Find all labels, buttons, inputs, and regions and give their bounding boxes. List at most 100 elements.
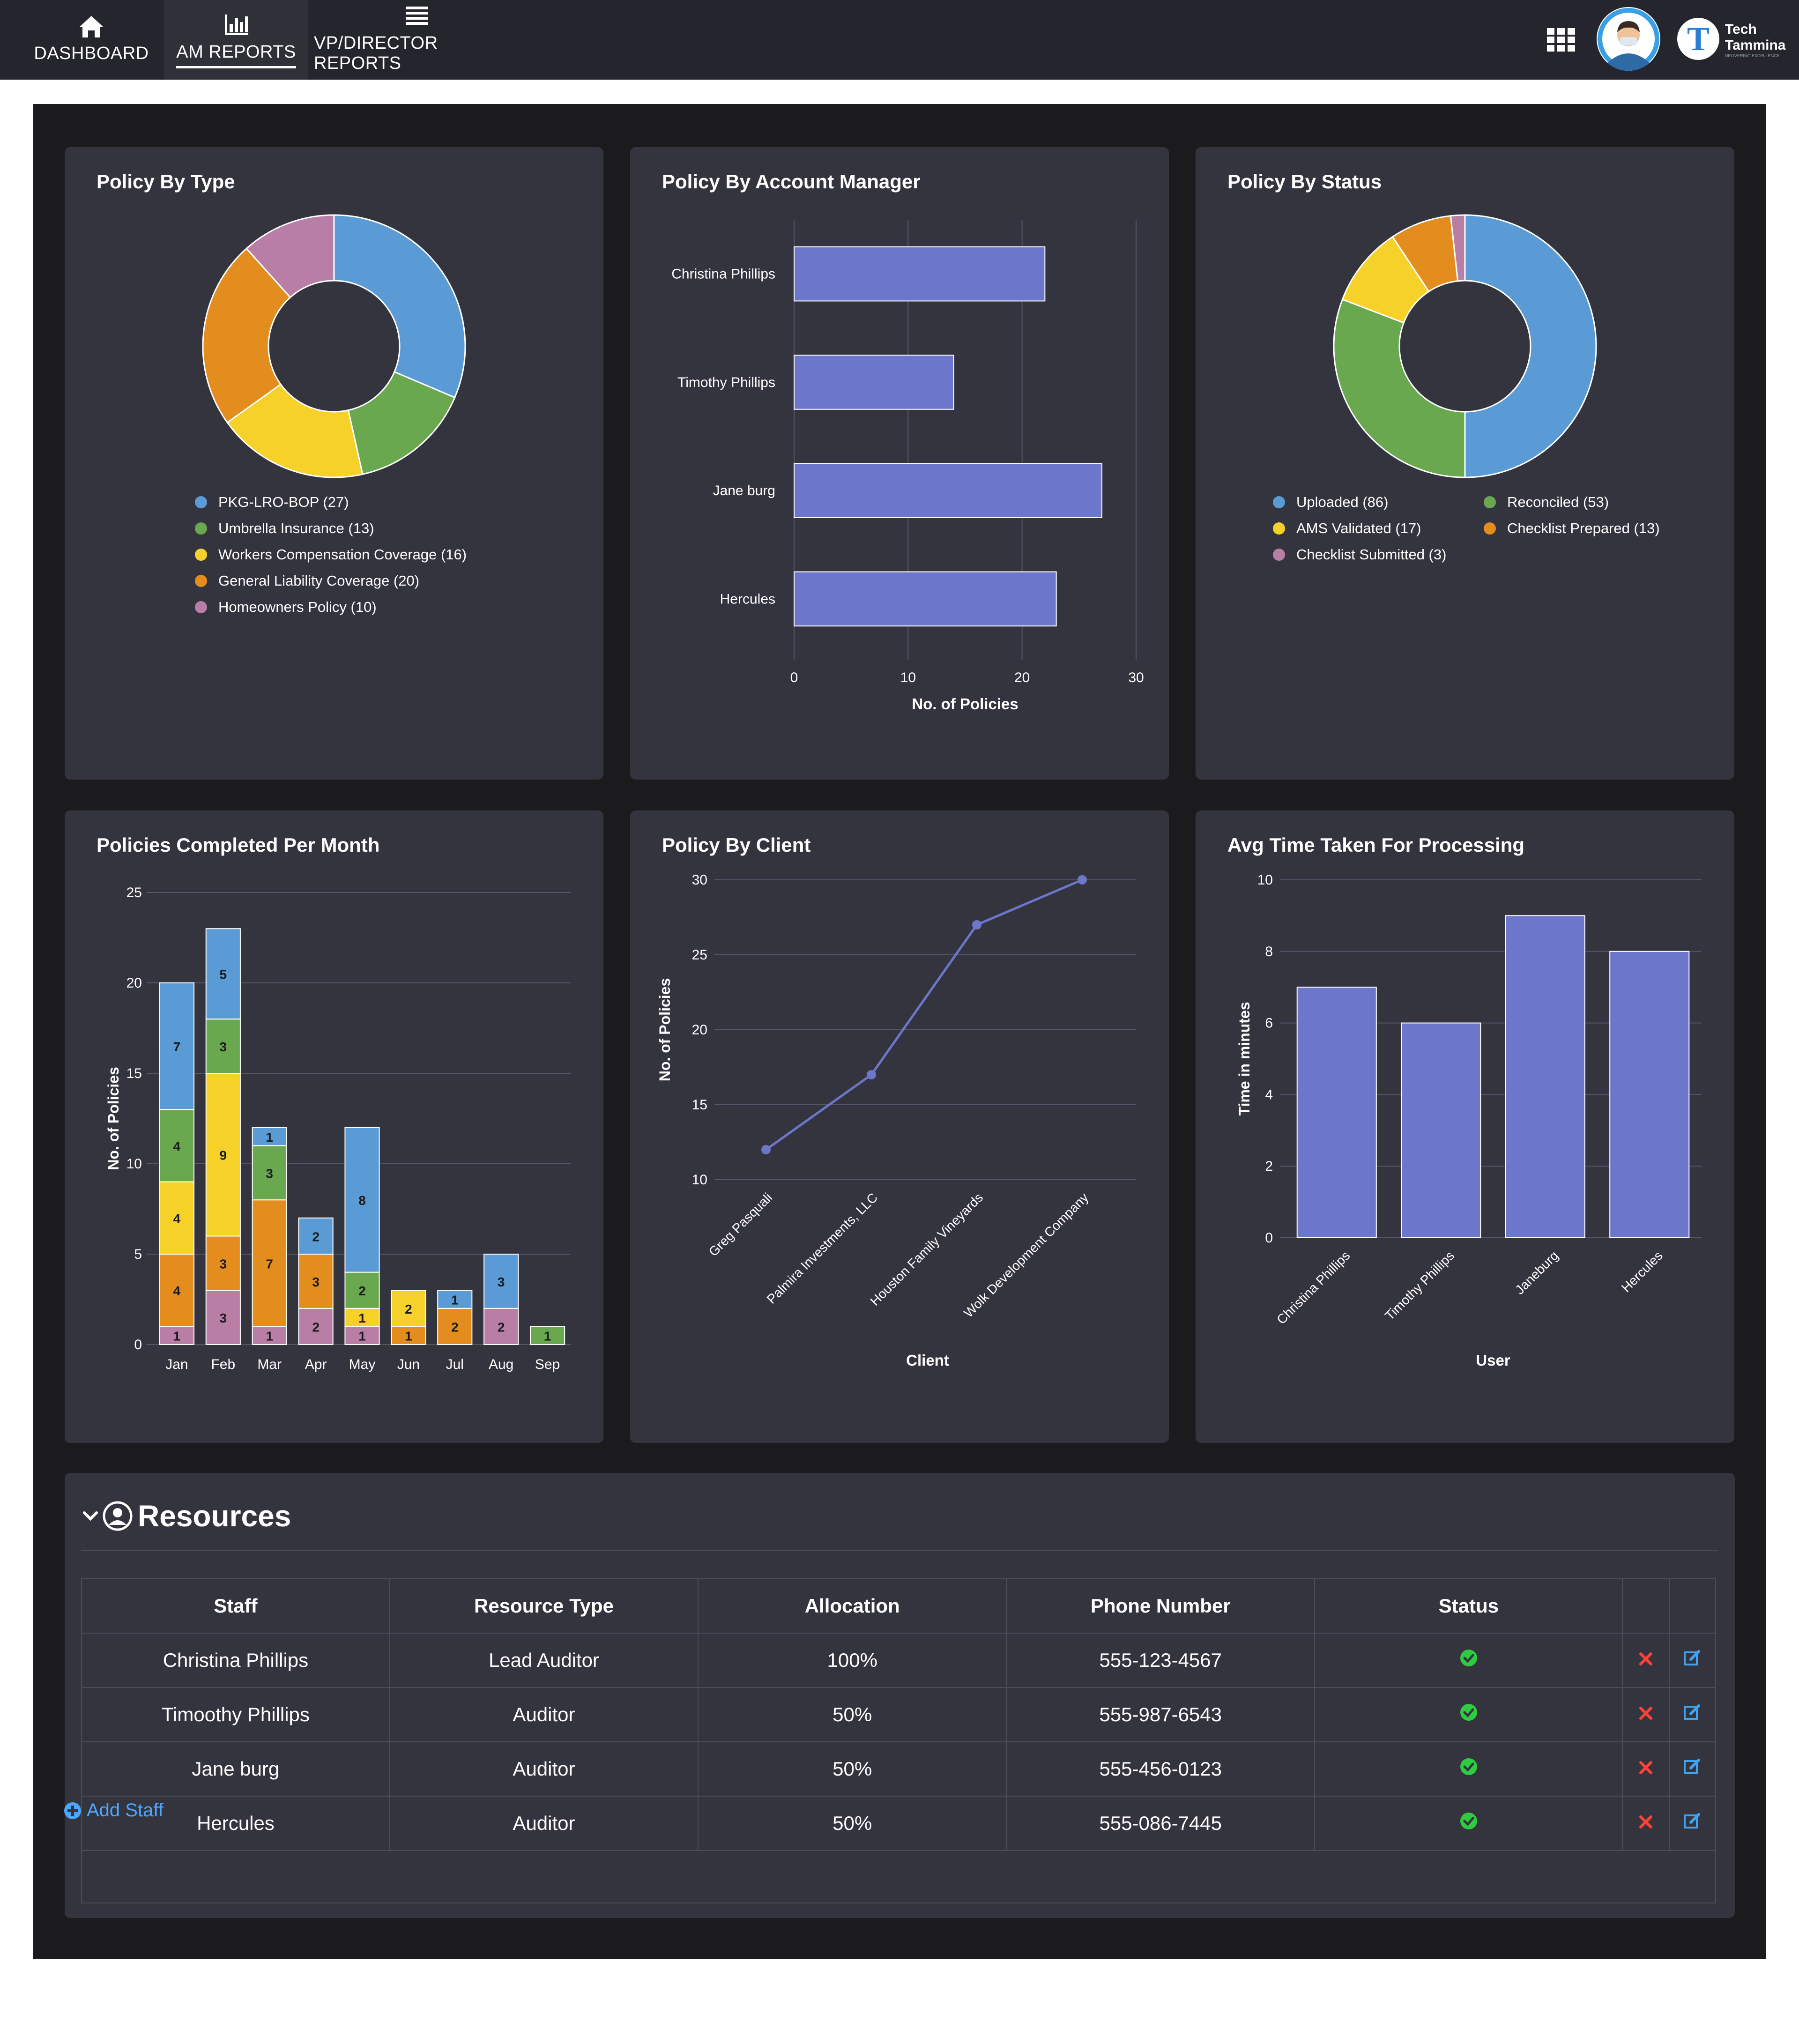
stack-segment <box>529 1326 565 1345</box>
card-title: Policy By Type <box>97 171 235 193</box>
cell-allocation: 50% <box>698 1741 1007 1797</box>
col-resource-type: Resource Type <box>389 1578 699 1634</box>
edit-icon[interactable] <box>1683 1812 1701 1830</box>
add-staff-button[interactable]: Add Staff <box>63 1800 164 1821</box>
segment-value-label: 8 <box>358 1193 366 1208</box>
y-category-label: Timothy Phillips <box>677 375 775 390</box>
segment-value-label: 1 <box>358 1311 366 1325</box>
y-category-label: Hercules <box>720 591 775 607</box>
delete-x-icon[interactable] <box>1638 1760 1654 1776</box>
col-staff: Staff <box>81 1578 390 1634</box>
nav-dashboard[interactable]: DASHBOARD <box>23 0 159 80</box>
resources-header[interactable]: Resources <box>79 1499 291 1533</box>
policy-status-legend-item[interactable]: Reconciled (53) <box>1484 489 1695 515</box>
apps-grid-icon[interactable] <box>1546 27 1576 52</box>
stack-segment <box>252 1326 287 1345</box>
policy-status-legend-item[interactable]: Checklist Submitted (3) <box>1273 542 1484 568</box>
completed-per-month-stacked-bar: 0 5 10 15 20 25 1 4 4 4 7 Jan 3 3 9 3 5 Feb 1 7 3 1 Mar 2 3 2 Apr 1… <box>105 885 571 1372</box>
cell-edit <box>1668 1796 1717 1851</box>
legend-label: Workers Compensation Coverage (16) <box>218 546 467 563</box>
policy-type-legend-item[interactable]: Umbrella Insurance (13) <box>195 515 467 542</box>
brand-logo: T Tech Tammina DELIVERING EXCELLENCE <box>1677 18 1790 65</box>
segment-value-label: 9 <box>220 1148 227 1163</box>
segment-value-label: 2 <box>405 1302 412 1316</box>
legend-swatch <box>1273 496 1285 508</box>
segment-value-label: 3 <box>498 1275 505 1289</box>
legend-label: Umbrella Insurance (13) <box>218 520 374 536</box>
donut-slice-4 <box>245 214 335 298</box>
col-edit <box>1668 1578 1717 1634</box>
segment-value-label: 3 <box>220 1040 227 1054</box>
cell-status <box>1314 1796 1623 1851</box>
user-avatar[interactable] <box>1597 7 1660 71</box>
x-tick-label: Wolk Development Company <box>961 1190 1091 1320</box>
top-nav: DASHBOARD AM REPORTS VP/DIRECTOR REPORTS <box>0 0 1799 80</box>
policy-type-legend-item[interactable]: General Liability Coverage (20) <box>195 568 467 594</box>
y-tick-label: 4 <box>1265 1087 1273 1102</box>
segment-value-label: 1 <box>358 1329 366 1344</box>
stack-segment <box>159 1254 195 1327</box>
edit-icon[interactable] <box>1683 1649 1701 1667</box>
cell-allocation: 50% <box>698 1687 1007 1742</box>
legend-label: Checklist Prepared (13) <box>1507 520 1660 536</box>
x-tick-label: May <box>349 1357 376 1372</box>
bar-2 <box>1505 915 1585 1238</box>
check-circle-icon <box>1459 1757 1478 1776</box>
policy-by-am-bar-chart: 0 10 20 30 Christina Phillips Timothy Phillip… <box>671 220 1144 713</box>
stack-segment <box>205 1018 241 1074</box>
cell-staff: Timoothy Phillips <box>81 1687 390 1742</box>
bar-1 <box>794 355 954 410</box>
y-tick-label: 8 <box>1265 944 1273 959</box>
resources-table-body: Christina Phillips Lead Auditor 100% 555-12… <box>81 1633 1717 1851</box>
card-title: Policies Completed Per Month <box>97 834 380 856</box>
segment-value-label: 2 <box>358 1284 366 1298</box>
add-staff-label: Add Staff <box>87 1800 164 1821</box>
brand-name-line1: Tech <box>1725 22 1757 37</box>
cell-resource-type: Auditor <box>389 1796 699 1851</box>
policy-status-legend-item[interactable]: Checklist Prepared (13) <box>1484 515 1695 542</box>
series-line <box>765 878 1083 1151</box>
legend-label: AMS Validated (17) <box>1296 520 1421 536</box>
y-tick-label: 10 <box>1257 872 1273 888</box>
legend-swatch <box>1273 522 1285 535</box>
data-point-3 <box>1078 875 1087 884</box>
y-tick-label: 25 <box>126 885 142 900</box>
nav-am-reports[interactable]: AM REPORTS <box>164 0 308 80</box>
stack-segment <box>205 1235 241 1291</box>
policy-type-legend-item[interactable]: Workers Compensation Coverage (16) <box>195 542 467 568</box>
stack-segment <box>159 1109 195 1182</box>
nav-dashboard-label: DASHBOARD <box>34 43 149 63</box>
y-tick-label: 0 <box>134 1337 142 1353</box>
delete-x-icon[interactable] <box>1638 1814 1654 1830</box>
stack-segment <box>252 1199 287 1327</box>
policy-status-legend-item[interactable]: Uploaded (86) <box>1273 489 1484 515</box>
nav-vp-director-reports-label: VP/DIRECTOR REPORTS <box>314 33 438 73</box>
nav-vp-director-reports[interactable]: VP/DIRECTOR REPORTS <box>314 0 520 80</box>
policy-type-legend-item[interactable]: PKG-LRO-BOP (27) <box>195 489 467 515</box>
legend-label: Uploaded (86) <box>1296 494 1389 510</box>
chevron-down-icon[interactable] <box>79 1504 102 1528</box>
cell-phone: 555-456-0123 <box>1006 1741 1316 1797</box>
legend-swatch <box>195 522 207 535</box>
card-avg-time-processing: Avg Time Taken For Processing 0 2 4 6 8 10 Chr… <box>1196 810 1734 1443</box>
brand-logo-circle <box>1677 18 1719 60</box>
stack-segment <box>205 1073 241 1237</box>
y-tick-label: 25 <box>692 947 707 963</box>
policy-status-legend-item[interactable]: AMS Validated (17) <box>1273 515 1484 542</box>
x-tick-label: Jan <box>165 1357 188 1372</box>
x-tick-label: 0 <box>790 670 798 685</box>
bar-3 <box>794 571 1057 627</box>
delete-x-icon[interactable] <box>1638 1651 1654 1667</box>
cell-staff: Christina Phillips <box>81 1633 390 1688</box>
cell-edit <box>1668 1633 1717 1688</box>
stack-segment <box>344 1271 380 1309</box>
y-tick-label: 30 <box>692 872 707 888</box>
segment-value-label: 1 <box>405 1329 412 1344</box>
y-tick-label: 10 <box>126 1156 142 1172</box>
delete-x-icon[interactable] <box>1638 1705 1654 1721</box>
segment-value-label: 2 <box>312 1320 320 1334</box>
policy-type-legend-item[interactable]: Homeowners Policy (10) <box>195 594 467 620</box>
edit-icon[interactable] <box>1683 1703 1701 1721</box>
edit-icon[interactable] <box>1683 1758 1701 1776</box>
x-axis-label: User <box>1476 1352 1510 1369</box>
